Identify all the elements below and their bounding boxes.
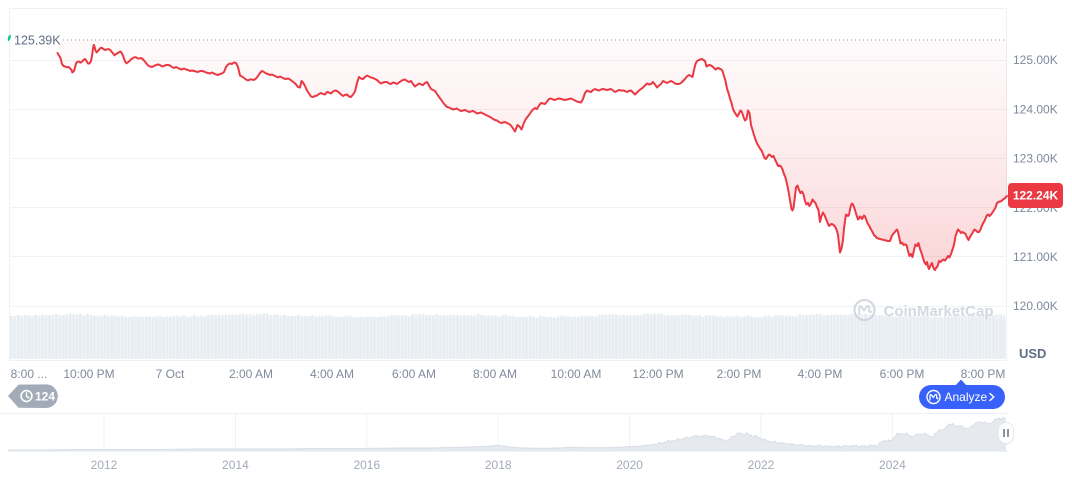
svg-text:120.00K: 120.00K [1013,299,1058,313]
svg-text:10:00 PM: 10:00 PM [63,367,114,381]
svg-text:125.39K: 125.39K [14,34,61,48]
svg-text:124: 124 [35,389,55,403]
svg-text:4:00 AM: 4:00 AM [310,367,354,381]
svg-text:8:00 ...: 8:00 ... [11,367,48,381]
svg-text:Analyze: Analyze [945,390,988,404]
svg-text:10:00 AM: 10:00 AM [551,367,602,381]
svg-text:2018: 2018 [485,458,512,472]
svg-text:4:00 PM: 4:00 PM [798,367,843,381]
svg-text:8:00 PM: 8:00 PM [961,367,1006,381]
svg-text:2012: 2012 [91,458,118,472]
svg-text:2:00 AM: 2:00 AM [229,367,273,381]
svg-text:6:00 PM: 6:00 PM [880,367,925,381]
svg-text:2020: 2020 [616,458,643,472]
svg-text:6:00 AM: 6:00 AM [392,367,436,381]
svg-text:2022: 2022 [748,458,775,472]
svg-text:CoinMarketCap: CoinMarketCap [884,303,994,320]
svg-text:122.24K: 122.24K [1013,189,1059,203]
svg-text:123.00K: 123.00K [1013,152,1058,166]
svg-text:125.00K: 125.00K [1013,53,1058,67]
svg-text:121.00K: 121.00K [1013,250,1058,264]
svg-text:124.00K: 124.00K [1013,102,1058,116]
svg-text:USD: USD [1019,346,1046,361]
svg-text:12:00 PM: 12:00 PM [632,367,683,381]
svg-text:8:00 AM: 8:00 AM [473,367,517,381]
svg-text:7 Oct: 7 Oct [156,367,185,381]
svg-text:2024: 2024 [879,458,906,472]
svg-text:2014: 2014 [222,458,249,472]
svg-text:2016: 2016 [353,458,380,472]
svg-text:2:00 PM: 2:00 PM [717,367,762,381]
